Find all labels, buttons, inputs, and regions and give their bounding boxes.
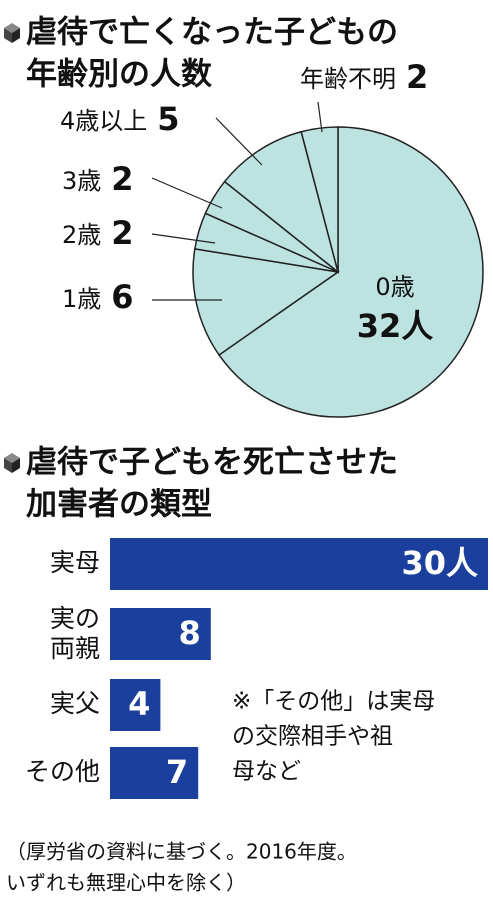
chart-title: 年齢別の人数 <box>26 57 212 93</box>
pie-slice <box>192 247 340 357</box>
value-label: 7 <box>166 753 188 791</box>
chart-title: 加害者の類型 <box>26 487 212 523</box>
note: 母など <box>232 759 301 785</box>
leader-line <box>151 177 223 209</box>
leader-line <box>151 233 216 244</box>
category-label: 実父 <box>50 689 100 718</box>
pie-slice <box>218 126 484 418</box>
slice-label: 1歳 <box>62 285 101 313</box>
value-label: 6 <box>111 278 133 316</box>
leader-line <box>215 117 263 166</box>
bar <box>110 608 211 660</box>
bar <box>110 747 199 799</box>
source-note: いずれも無理心中を除く） <box>6 871 246 895</box>
category-label: その他 <box>25 757 100 786</box>
note: ※「その他」は実母 <box>232 689 435 715</box>
value-label: 5 <box>157 100 179 138</box>
value-label: 30人 <box>401 544 478 582</box>
slice-label: 0歳 <box>375 273 414 301</box>
leader-line <box>317 101 323 133</box>
value-label: 2 <box>111 214 133 252</box>
slice-label: 3歳 <box>62 167 101 195</box>
pie-slice <box>300 126 339 273</box>
chart-title: 虐待で子どもを死亡させた <box>26 445 398 481</box>
value-label: 2 <box>406 58 428 96</box>
bar <box>110 679 161 731</box>
slice-label: 年齢不明 <box>300 65 396 93</box>
slice-label: 4歳以上 <box>60 107 147 135</box>
slice-label: 2歳 <box>62 221 101 249</box>
value-label: 4 <box>128 685 150 723</box>
bar <box>110 538 488 590</box>
chart-title: 虐待で亡くなった子どもの <box>26 15 398 51</box>
category-label: 実母 <box>50 548 100 577</box>
title-icon <box>4 23 20 43</box>
source-note: （厚労省の資料に基づく。2016年度。 <box>6 840 357 864</box>
value-label: 32人 <box>357 307 434 345</box>
note: の交際相手や祖 <box>232 724 393 750</box>
title-icon <box>4 453 20 473</box>
value-label: 2 <box>111 160 133 198</box>
category-label: 実の両親 <box>50 604 100 663</box>
value-label: 8 <box>179 614 201 652</box>
